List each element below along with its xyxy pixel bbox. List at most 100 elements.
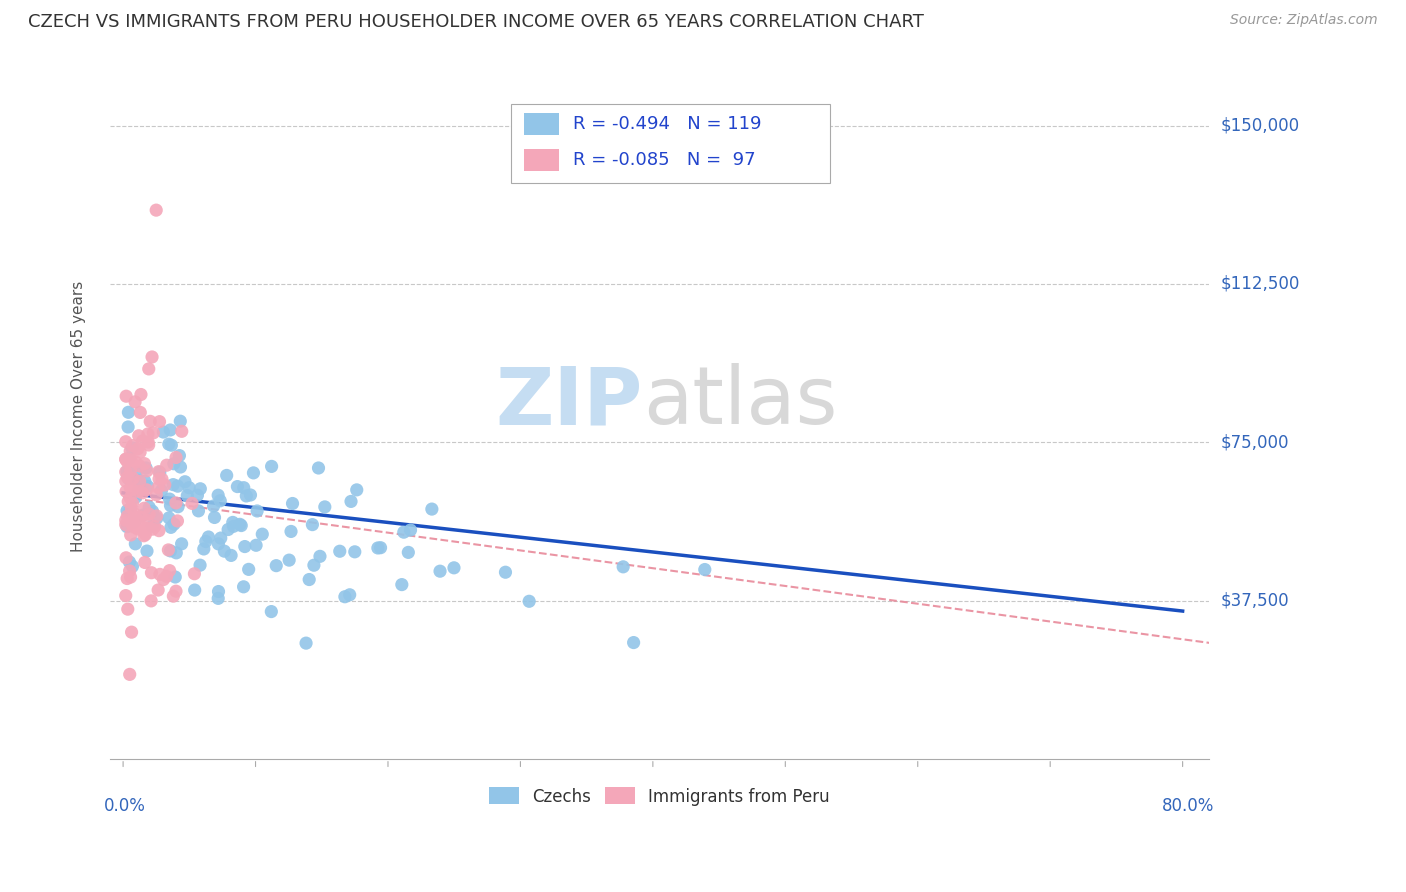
Point <box>170 537 193 551</box>
Point <box>124 490 146 504</box>
Point <box>231 518 253 533</box>
Point <box>495 566 517 580</box>
Point <box>233 540 256 554</box>
Text: R = -0.085   N =  97: R = -0.085 N = 97 <box>572 151 755 169</box>
Point <box>160 438 183 452</box>
Point <box>120 463 142 477</box>
Point <box>146 511 169 525</box>
Point <box>242 466 264 480</box>
Point <box>169 414 191 428</box>
Point <box>183 566 205 581</box>
Point <box>129 405 152 419</box>
Point <box>167 500 190 514</box>
Y-axis label: Householder Income Over 65 years: Householder Income Over 65 years <box>72 280 86 551</box>
Point <box>399 523 422 537</box>
Point <box>132 508 155 522</box>
Point <box>124 395 146 409</box>
Point <box>136 427 159 442</box>
Point <box>181 496 204 510</box>
Point <box>125 466 148 480</box>
Point <box>346 483 368 497</box>
Point <box>138 362 160 376</box>
Point <box>222 519 245 533</box>
Point <box>163 517 186 532</box>
Point <box>115 572 138 586</box>
Point <box>309 549 332 564</box>
Point <box>138 500 160 515</box>
Point <box>120 481 142 495</box>
Text: 80.0%: 80.0% <box>1163 797 1215 814</box>
Point <box>118 564 141 578</box>
Point <box>120 570 142 584</box>
Text: R = -0.494   N = 119: R = -0.494 N = 119 <box>572 115 761 134</box>
Point <box>142 425 165 440</box>
Point <box>156 569 179 583</box>
Point <box>165 570 187 584</box>
Point <box>183 583 205 598</box>
Point <box>135 513 157 527</box>
Point <box>174 475 197 489</box>
Point <box>138 507 160 521</box>
Point <box>693 562 716 576</box>
Point <box>420 502 443 516</box>
Point <box>149 466 172 480</box>
Text: $112,500: $112,500 <box>1220 275 1299 293</box>
Point <box>124 537 146 551</box>
Point <box>157 543 180 558</box>
Point <box>149 567 172 582</box>
Point <box>329 544 352 558</box>
Point <box>128 475 150 489</box>
Point <box>396 545 419 559</box>
Point <box>252 527 274 541</box>
Point <box>134 501 156 516</box>
Point <box>301 517 323 532</box>
Point <box>115 519 138 533</box>
Point <box>136 435 159 450</box>
Bar <box>524 149 560 171</box>
Point <box>114 465 136 479</box>
Point <box>333 590 356 604</box>
Point <box>340 494 363 508</box>
Point <box>145 508 167 523</box>
Point <box>136 544 159 558</box>
Point <box>152 573 174 587</box>
Point <box>302 558 325 573</box>
Point <box>114 452 136 467</box>
Point <box>148 480 170 494</box>
Point <box>129 445 152 459</box>
Point <box>239 488 262 502</box>
Point <box>131 485 153 500</box>
Point <box>202 499 225 513</box>
Point <box>121 483 143 497</box>
Point <box>209 493 232 508</box>
Point <box>246 504 269 518</box>
Point <box>136 479 159 493</box>
Point <box>132 523 155 537</box>
Point <box>204 510 226 524</box>
Point <box>141 566 163 580</box>
Legend: Czechs, Immigrants from Peru: Czechs, Immigrants from Peru <box>482 780 837 813</box>
Point <box>245 538 267 552</box>
Point <box>122 515 145 529</box>
Point <box>339 588 361 602</box>
Point <box>118 667 141 681</box>
Point <box>159 564 181 578</box>
Point <box>165 496 187 510</box>
Point <box>226 479 249 493</box>
Point <box>114 513 136 527</box>
Point <box>281 496 304 510</box>
FancyBboxPatch shape <box>512 103 830 183</box>
Point <box>157 511 180 525</box>
Bar <box>524 113 560 136</box>
Point <box>157 437 180 451</box>
Point <box>148 465 170 479</box>
Point <box>209 531 232 545</box>
Point <box>238 562 260 576</box>
Point <box>295 636 318 650</box>
Point <box>117 509 139 524</box>
Point <box>121 559 143 574</box>
Point <box>131 434 153 448</box>
Point <box>150 483 173 498</box>
Point <box>117 405 139 419</box>
Point <box>232 580 254 594</box>
